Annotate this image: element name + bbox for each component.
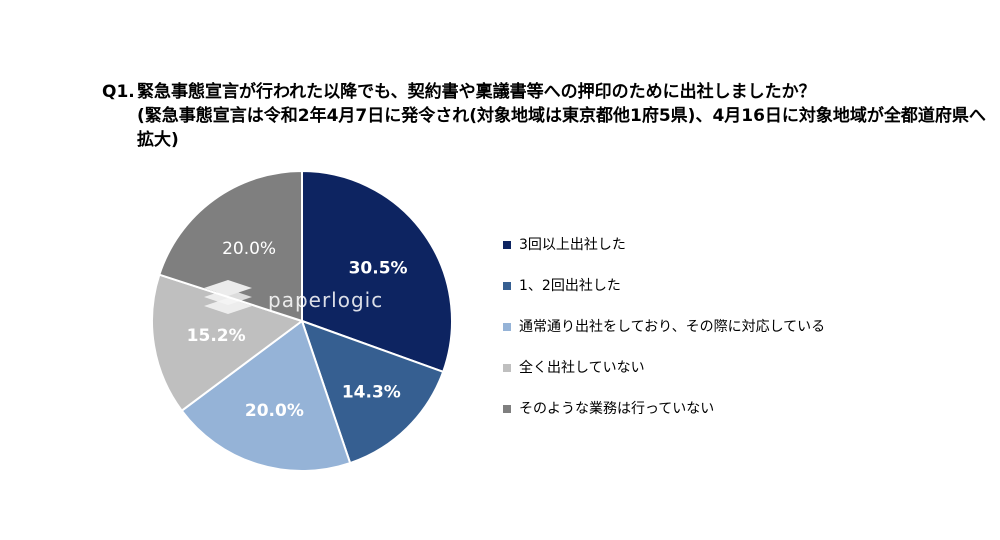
- watermark-text: paperlogic: [268, 288, 383, 312]
- logo-layer-shape: [204, 289, 252, 305]
- slice-data-label: 20.0%: [245, 401, 304, 421]
- slice-data-label: 14.3%: [342, 383, 401, 403]
- pie-slice: [300, 319, 445, 465]
- slice-data-label: 30.5%: [349, 259, 408, 279]
- logo-layer-shape: [204, 298, 252, 314]
- logo-layer-shape: [204, 280, 252, 296]
- legend-swatch: [503, 241, 511, 249]
- legend-label: 通常通り出社をしており、その際に対応している: [519, 319, 826, 335]
- legend-item: 通常通り出社をしており、その際に対応している: [503, 317, 825, 337]
- slice-data-label: 20.0%: [222, 239, 276, 259]
- legend-label: 全く出社していない: [519, 360, 645, 376]
- legend-swatch: [503, 323, 511, 331]
- legend-label: 1、2回出社した: [519, 278, 621, 294]
- legend-item: 全く出社していない: [503, 358, 825, 378]
- paperlogic-watermark: paperlogic: [204, 280, 383, 314]
- pie-slice: [158, 169, 303, 323]
- pie-slice: [151, 273, 305, 413]
- question-number: Q1.: [102, 82, 135, 102]
- pie-slice: [301, 169, 453, 374]
- legend-item: そのような業務は行っていない: [503, 399, 825, 419]
- chart-question-title: Q1. 緊急事態宣言が行われた以降でも、契約書や稟議書等への押印のために出社しまし…: [102, 80, 992, 152]
- legend-label: そのような業務は行っていない: [519, 401, 715, 417]
- question-note: (緊急事態宣言は令和2年4月7日に発令され(対象地域は東京都他1府5県)、4月1…: [137, 106, 986, 150]
- question-text: 緊急事態宣言が行われた以降でも、契約書や稟議書等への押印のために出社しましたか？: [137, 82, 816, 102]
- legend-label: 3回以上出社した: [519, 237, 626, 253]
- legend-item: 1、2回出社した: [503, 276, 825, 296]
- legend-swatch: [503, 405, 511, 413]
- legend-item: 3回以上出社した: [503, 235, 825, 255]
- pie-slice: [180, 319, 352, 472]
- legend-swatch: [503, 364, 511, 372]
- slice-data-label: 15.2%: [187, 326, 246, 346]
- legend: 3回以上出社した 1、2回出社した通常通り出社をしており、その際に対応している 全く…: [503, 235, 825, 440]
- legend-swatch: [503, 282, 511, 290]
